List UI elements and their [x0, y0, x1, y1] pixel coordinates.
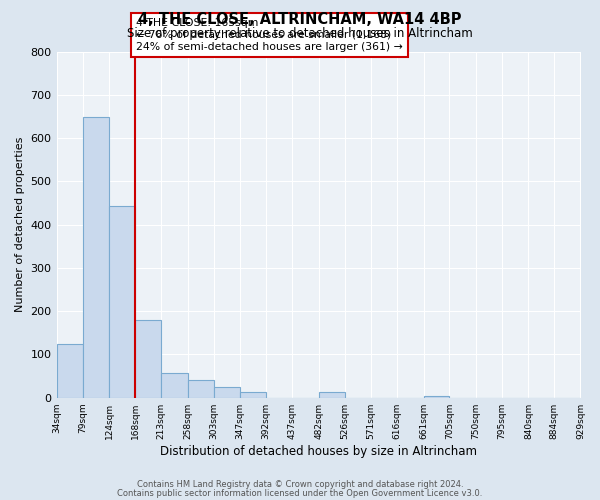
Bar [214, 387, 240, 398]
Bar [109, 206, 135, 398]
Bar [240, 392, 266, 398]
Text: 4 THE CLOSE: 165sqm
← 76% of detached houses are smaller (1,168)
24% of semi-det: 4 THE CLOSE: 165sqm ← 76% of detached ho… [136, 18, 403, 52]
Text: Contains HM Land Registry data © Crown copyright and database right 2024.: Contains HM Land Registry data © Crown c… [137, 480, 463, 489]
Text: Contains public sector information licensed under the Open Government Licence v3: Contains public sector information licen… [118, 488, 482, 498]
Bar [135, 320, 161, 398]
Text: 4, THE CLOSE, ALTRINCHAM, WA14 4BP: 4, THE CLOSE, ALTRINCHAM, WA14 4BP [138, 12, 462, 28]
X-axis label: Distribution of detached houses by size in Altrincham: Distribution of detached houses by size … [160, 444, 477, 458]
Bar [161, 373, 188, 398]
Bar [424, 396, 449, 398]
Bar [188, 380, 214, 398]
Bar [319, 392, 344, 398]
Bar [83, 118, 109, 398]
Bar [56, 344, 83, 398]
Text: Size of property relative to detached houses in Altrincham: Size of property relative to detached ho… [127, 28, 473, 40]
Y-axis label: Number of detached properties: Number of detached properties [15, 137, 25, 312]
